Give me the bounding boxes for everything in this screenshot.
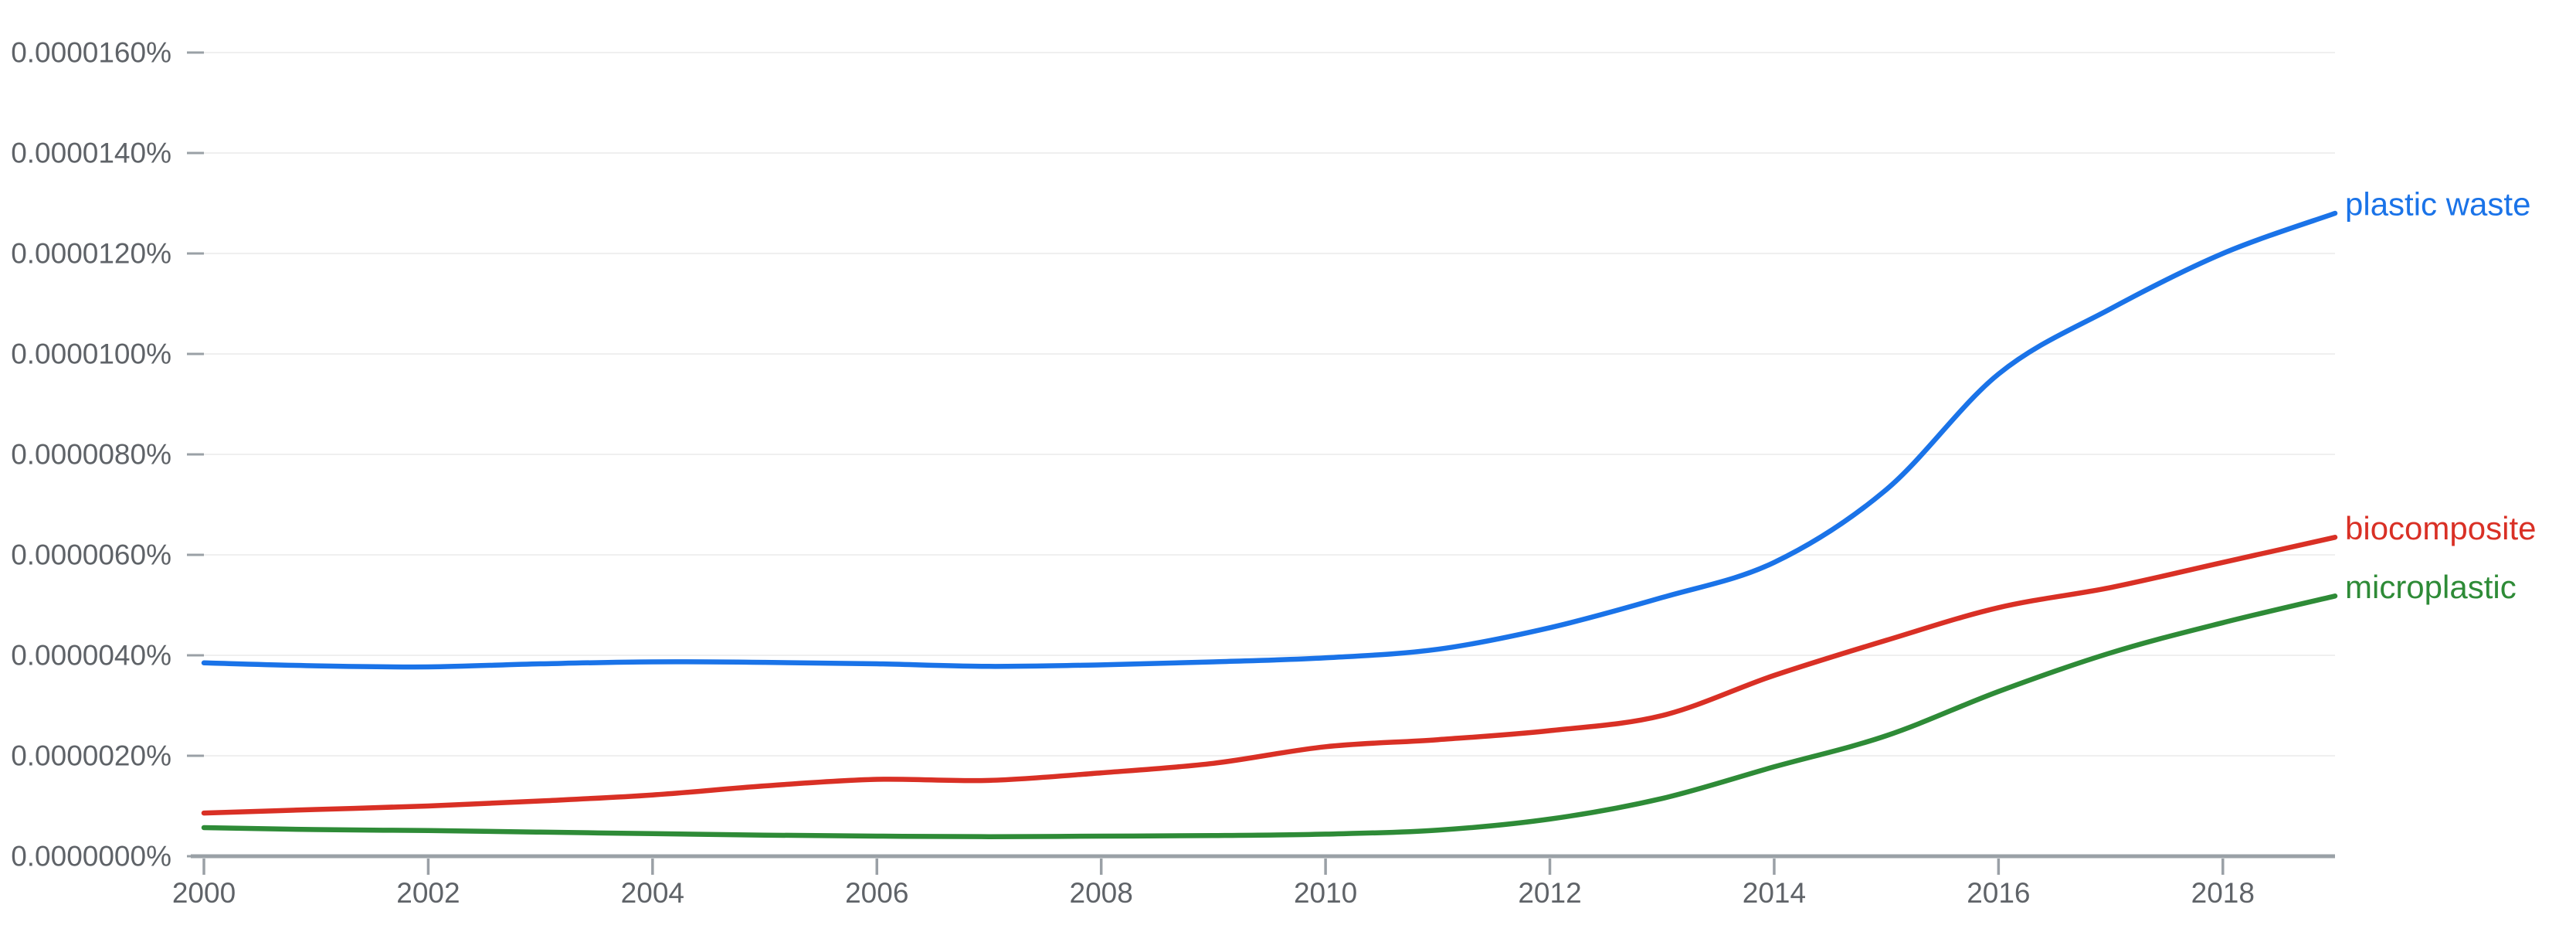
y-axis-label: 0.0000140% <box>11 138 171 169</box>
y-axis-label: 0.0000000% <box>11 841 171 872</box>
y-axis-label: 0.0000040% <box>11 640 171 672</box>
x-axis-label: 2002 <box>396 877 460 909</box>
x-axis-label: 2010 <box>1294 877 1357 909</box>
series-line-biocomposite[interactable] <box>201 535 2338 816</box>
x-axis-label: 2008 <box>1070 877 1133 909</box>
y-axis-label: 0.0000080% <box>11 439 171 471</box>
x-axis-label: 2000 <box>172 877 236 909</box>
x-axis-label: 2014 <box>1743 877 1806 909</box>
y-axis-label: 0.0000120% <box>11 238 171 270</box>
x-axis-label: 2004 <box>621 877 684 909</box>
series-line-plastic-waste[interactable] <box>201 210 2338 670</box>
series-line-microplastic[interactable] <box>201 593 2338 839</box>
y-axis-label: 0.0000060% <box>11 539 171 571</box>
x-axis-label: 2016 <box>1967 877 2030 909</box>
series-label-microplastic[interactable]: microplastic <box>2345 569 2517 605</box>
y-axis-label: 0.0000020% <box>11 740 171 772</box>
x-axis-label: 2018 <box>2191 877 2255 909</box>
series-label-plastic-waste[interactable]: plastic waste <box>2345 186 2530 223</box>
x-axis-label: 2012 <box>1518 877 1581 909</box>
x-axis-label: 2006 <box>845 877 908 909</box>
y-axis-label: 0.0000160% <box>11 37 171 69</box>
series-label-biocomposite[interactable]: biocomposite <box>2345 510 2536 546</box>
y-axis-label: 0.0000100% <box>11 338 171 370</box>
